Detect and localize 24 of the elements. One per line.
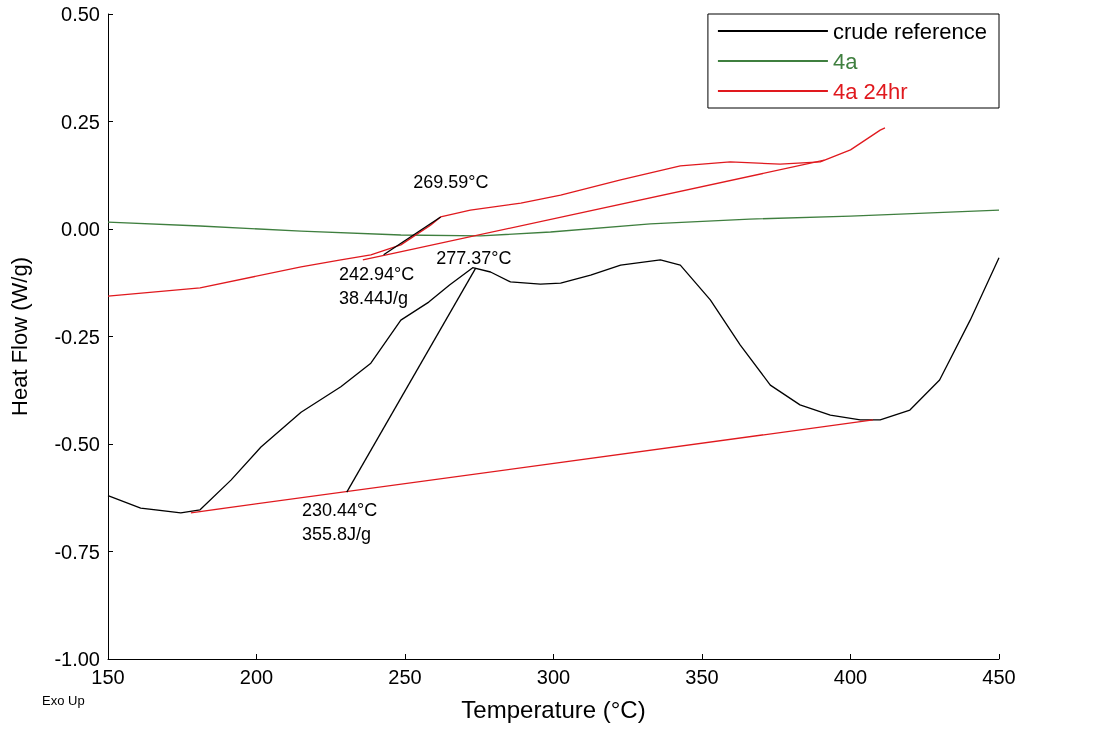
y-tick-label: -0.75 xyxy=(54,540,100,563)
x-axis-title: Temperature (°C) xyxy=(461,695,646,723)
y-tick-label: 0.50 xyxy=(61,3,100,25)
annotation: 38.44J/g xyxy=(339,287,409,308)
y-tick-label: -0.50 xyxy=(54,433,100,455)
x-tick-label: 350 xyxy=(685,666,719,688)
annotation: 230.44°C xyxy=(301,500,378,521)
y-tick-label: 0.00 xyxy=(61,218,100,240)
legend-label: 4a xyxy=(832,48,859,74)
x-tick-label: 450 xyxy=(982,666,1016,688)
legend-label: crude reference xyxy=(832,18,988,44)
legend-label: 4a 24hr xyxy=(832,78,908,104)
y-axis-title: Heat Flow (W/g) xyxy=(6,257,32,416)
x-tick-label: 200 xyxy=(239,666,274,688)
x-tick-label: 250 xyxy=(388,666,422,688)
annotation: 355.8J/g xyxy=(301,524,371,545)
annotation: 242.94°C xyxy=(339,263,415,284)
annotation: 269.59°C xyxy=(413,171,489,192)
x-tick-label: 300 xyxy=(536,666,571,688)
x-tick-label: 400 xyxy=(833,666,868,688)
annotation: 277.37°C xyxy=(436,248,512,269)
y-tick-label: -0.25 xyxy=(54,325,100,348)
text: Exo Up xyxy=(42,693,85,708)
y-tick-label: 0.25 xyxy=(61,110,100,133)
